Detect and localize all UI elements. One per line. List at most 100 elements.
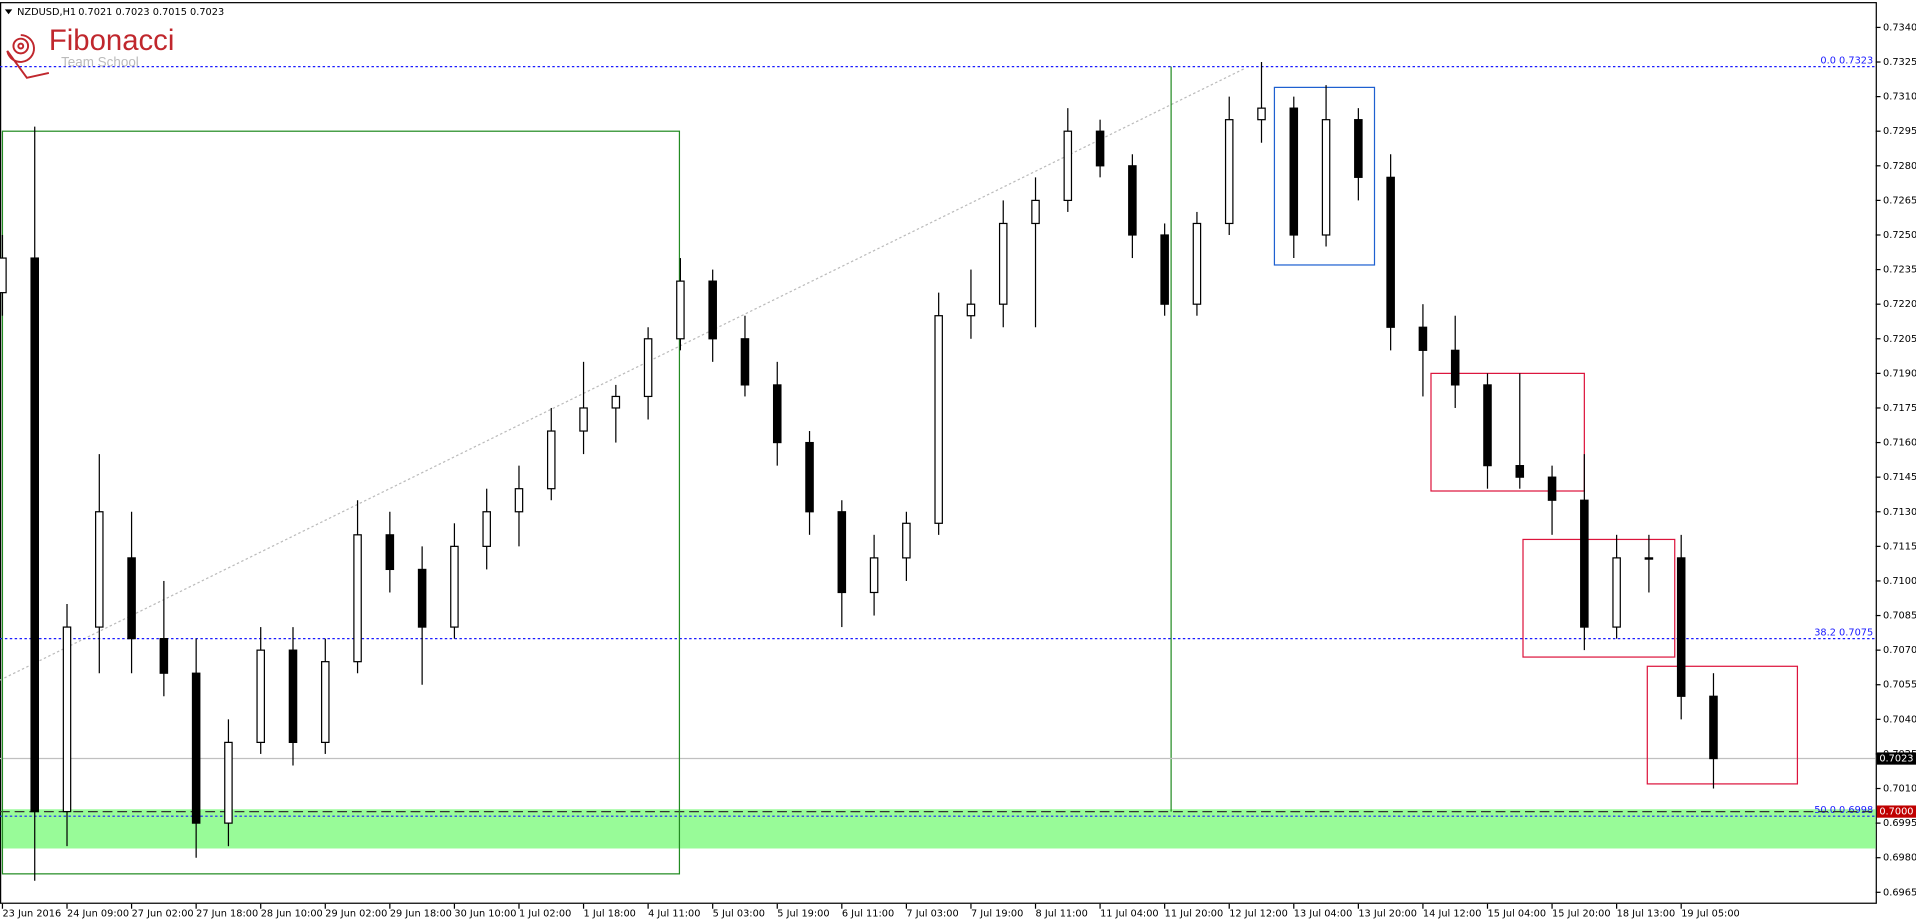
candle-body: [1644, 557, 1654, 560]
candle-body: [1031, 199, 1040, 225]
x-tick-label: 1 Jul 18:00: [584, 909, 636, 920]
x-tick-label: 6 Jul 11:00: [842, 909, 894, 920]
candle-body: [643, 338, 653, 398]
y-tick-label: 0.7175: [1883, 403, 1916, 414]
candle-body: [159, 637, 169, 674]
y-tick-label: 0.7280: [1883, 161, 1916, 172]
candle-body: [95, 511, 104, 628]
price-level-label: 0.7000: [1879, 807, 1913, 818]
y-tick-label: 0.7085: [1883, 611, 1916, 622]
y-tick-label: 0.6980: [1883, 853, 1916, 864]
candle-body: [1547, 476, 1557, 501]
x-tick-label: 8 Jul 11:00: [1036, 909, 1088, 920]
candle-body: [224, 741, 233, 824]
y-tick-label: 0.7190: [1883, 368, 1916, 379]
y-tick-label: 0.7130: [1883, 507, 1916, 518]
candle-body: [1289, 107, 1299, 236]
x-tick-label: 4 Jul 11:00: [648, 909, 700, 920]
y-tick-label: 0.7115: [1883, 541, 1916, 552]
candle-body: [417, 568, 427, 628]
x-tick-label: 7 Jul 03:00: [906, 909, 958, 920]
y-tick-label: 0.6995: [1883, 818, 1916, 829]
candle-body: [1418, 326, 1428, 351]
candle-body: [546, 430, 556, 490]
y-tick-label: 0.7205: [1883, 334, 1916, 345]
y-tick-label: 0.7070: [1883, 645, 1916, 656]
candle-body: [934, 315, 943, 524]
y-tick-label: 0.7160: [1883, 438, 1916, 449]
candle-body: [1192, 222, 1202, 305]
x-tick-label: 5 Jul 19:00: [777, 909, 829, 920]
x-tick-label: 24 Jun 09:00: [67, 909, 129, 920]
y-tick-label: 0.7310: [1883, 92, 1916, 103]
y-tick-label: 0.7145: [1883, 472, 1916, 483]
candle-body: [966, 303, 976, 317]
candle-body: [482, 511, 491, 547]
annotation-box: [1, 130, 681, 875]
candle-body: [1676, 557, 1686, 697]
y-tick-label: 0.7295: [1883, 126, 1916, 137]
ohlc-readout: 0.7021 0.7023 0.7015 0.7023: [78, 7, 224, 18]
x-tick-label: 14 Jul 12:00: [1423, 909, 1482, 920]
candle-body: [1321, 119, 1331, 236]
candle-body: [772, 384, 782, 444]
y-tick-label: 0.6965: [1883, 887, 1916, 898]
plot-frame: [0, 2, 1877, 904]
brand: Fibonacci: [49, 24, 174, 57]
candle-body: [514, 488, 524, 513]
candle-body: [998, 222, 1008, 305]
candle-body: [1612, 557, 1621, 628]
candle-body: [1257, 107, 1266, 121]
y-tick-label: 0.7010: [1883, 784, 1916, 795]
candle-body: [321, 661, 330, 744]
fib-label: 50.0 0.6998: [1814, 805, 1873, 816]
candle-body: [1580, 499, 1589, 628]
candle-body: [62, 626, 72, 813]
candle-body: [1354, 119, 1363, 178]
fib-label: 38.2 0.7075: [1814, 627, 1873, 638]
candle-body: [127, 557, 136, 640]
x-tick-label: 18 Jul 13:00: [1617, 909, 1676, 920]
menu-arrow: [4, 9, 13, 15]
candle-body: [30, 257, 40, 813]
x-tick-label: 7 Jul 19:00: [971, 909, 1023, 920]
candle-body: [837, 511, 847, 594]
current-price-label: 0.7023: [1879, 754, 1913, 765]
candle-body: [1224, 119, 1234, 225]
y-tick-label: 0.7235: [1883, 265, 1916, 276]
candle-body: [1709, 695, 1718, 760]
x-tick-label: 11 Jul 04:00: [1100, 909, 1159, 920]
x-tick-label: 12 Jul 12:00: [1229, 909, 1288, 920]
x-tick-label: 1 Jul 02:00: [519, 909, 571, 920]
y-tick-label: 0.7325: [1883, 57, 1916, 68]
support-zone: [1, 809, 1876, 849]
candle-body: [611, 395, 621, 409]
annotation-box: [1522, 538, 1676, 658]
x-tick-label: 23 Jun 2016: [2, 909, 61, 920]
candle-body: [256, 649, 265, 744]
layer: 0.7340 0.7325 0.7310 0.7295 0.7280 0.7265 0.72…: [0, 22, 1916, 920]
candle-body: [288, 649, 298, 744]
candle-body: [805, 441, 814, 513]
candle-body: [0, 257, 7, 294]
x-tick-label: 29 Jun 02:00: [325, 909, 387, 920]
candle-body: [902, 522, 911, 559]
candle-body: [869, 557, 879, 594]
x-tick-label: 27 Jun 02:00: [132, 909, 194, 920]
candle-body: [450, 545, 459, 628]
trendline: [0, 68, 1245, 681]
x-tick-label: 13 Jul 20:00: [1358, 909, 1417, 920]
candle-body: [353, 534, 362, 663]
x-tick-label: 15 Jul 20:00: [1552, 909, 1611, 920]
candle-body: [1063, 130, 1073, 202]
x-tick-label: 19 Jul 05:00: [1681, 909, 1740, 920]
x-tick-label: 15 Jul 04:00: [1487, 909, 1546, 920]
candle-body: [1160, 234, 1169, 305]
candle-body: [740, 338, 750, 386]
x-tick-label: 13 Jul 04:00: [1294, 909, 1353, 920]
y-tick-label: 0.7100: [1883, 576, 1916, 587]
candle-body: [1483, 384, 1492, 467]
price-level-tag: [1876, 805, 1916, 818]
